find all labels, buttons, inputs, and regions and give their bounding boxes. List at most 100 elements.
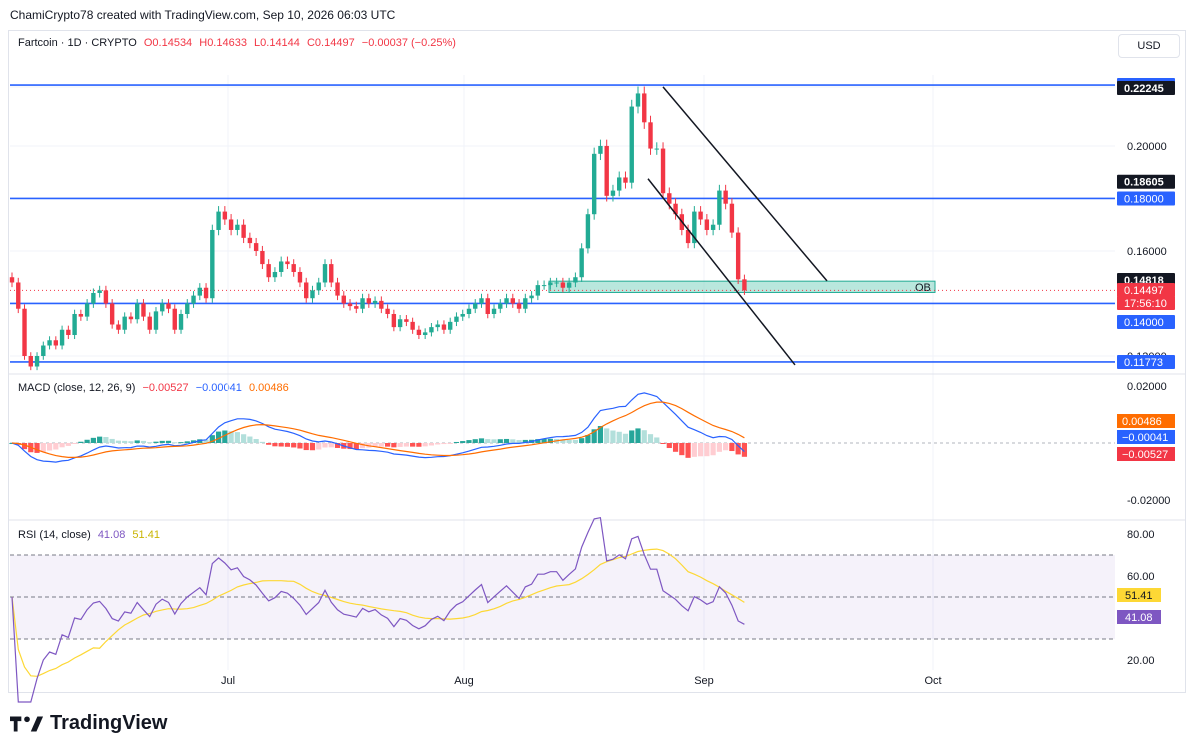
macd-histogram-bar (253, 439, 259, 443)
macd-signal-line (11, 401, 745, 458)
tradingview-brand: TradingView (10, 712, 167, 735)
macd-histogram-bar (59, 443, 65, 448)
candle-body (304, 282, 309, 299)
macd-axis-badge-label: −0.00527 (1122, 449, 1168, 461)
candle-body (22, 308, 27, 356)
macd-histogram-bar (97, 436, 103, 443)
price-axis-badge (1117, 354, 1175, 369)
candle-body (673, 203, 678, 215)
candle-body (648, 122, 653, 149)
macd-histogram-bar (40, 443, 46, 453)
candle-body (9, 277, 15, 283)
macd-histogram-bar (172, 442, 178, 444)
macd-histogram-bar (422, 443, 428, 447)
macd-histogram-bar (497, 439, 503, 443)
time-tick-label: Aug (454, 675, 474, 687)
macd-histogram-bar (109, 438, 115, 443)
ohlc-high: H0.14633 (199, 37, 247, 49)
rsi-tick-label: 60.00 (1127, 571, 1155, 583)
candle-body (228, 219, 234, 230)
macd-histogram-bar (541, 438, 547, 443)
macd-histogram-bar (90, 437, 96, 443)
macd-histogram-bar (103, 437, 109, 443)
ohlc-change: −0.00037 (−0.25%) (361, 37, 456, 49)
candle-body (491, 308, 497, 314)
macd-histogram-bar (478, 438, 485, 443)
candle-body (385, 308, 390, 314)
candle-body (354, 306, 359, 309)
candle-body (260, 250, 265, 265)
macd-histogram-bar (472, 439, 478, 443)
candle-body (16, 282, 21, 309)
macd-histogram-bar (647, 434, 654, 443)
candle-body (410, 321, 415, 330)
macd-line (11, 392, 745, 463)
macd-histogram-bar (391, 443, 397, 448)
macd-histogram-bar (729, 443, 735, 452)
candle-body (485, 298, 490, 314)
candle-body (535, 285, 541, 296)
candle-body (166, 303, 171, 309)
macd-histogram-bar (65, 443, 71, 446)
symbol-name[interactable]: Fartcoin · 1D · CRYPTO (18, 37, 137, 49)
candle-body (554, 282, 559, 284)
candle-body (341, 295, 346, 304)
price-axis-badge (1117, 315, 1175, 329)
macd-histogram-bar (522, 439, 528, 443)
candle-body (66, 329, 71, 335)
candle-body (548, 282, 553, 286)
candle-body (623, 177, 628, 183)
candle-body (529, 295, 534, 299)
candle-body (172, 308, 177, 330)
candle-body (197, 287, 202, 296)
candle-body (735, 232, 741, 280)
macd-histogram-bar (266, 443, 272, 445)
macd-legend-title[interactable]: MACD (close, 12, 26, 9) (18, 382, 136, 394)
macd-legend-hist: −0.00527 (142, 382, 189, 394)
price-axis-badge (1117, 296, 1175, 310)
currency-button[interactable]: USD (1118, 34, 1180, 58)
rsi-line (11, 516, 745, 703)
price-axis-badge-label: 0.14497 (1124, 285, 1164, 297)
rsi-legend-title[interactable]: RSI (14, close) (18, 529, 91, 541)
candle-body (216, 211, 221, 230)
candle-body (28, 356, 33, 367)
macd-histogram-bar (416, 443, 422, 447)
macd-histogram-bar (428, 443, 435, 446)
macd-legend-signal: 0.00486 (248, 382, 289, 394)
macd-histogram-bar (197, 439, 203, 443)
macd-histogram-bar (672, 443, 679, 452)
candle-body (153, 311, 159, 330)
macd-histogram-bar (203, 439, 209, 443)
macd-histogram-bar (228, 431, 234, 443)
candle-body (147, 316, 152, 330)
time-tick-label: Sep (694, 675, 714, 687)
price-axis-badge-label: 0.22245 (1124, 83, 1164, 95)
ob-zone (548, 280, 936, 293)
candle-body (103, 290, 109, 304)
price-tick-label: 0.20000 (1127, 141, 1167, 153)
chart-frame (8, 30, 1186, 693)
macd-histogram-bar (566, 439, 572, 443)
candle-body (47, 340, 52, 346)
candle-body (253, 243, 259, 251)
macd-histogram-bar (735, 443, 741, 455)
candle-body (516, 303, 522, 309)
macd-histogram-bar (635, 428, 641, 443)
macd-histogram-bar (485, 439, 491, 443)
macd-histogram-bar (159, 440, 165, 443)
candle-body (473, 303, 478, 309)
macd-histogram-bar (46, 443, 53, 451)
macd-histogram-bar (616, 431, 622, 443)
candle-body (135, 303, 140, 320)
candle-body (322, 264, 328, 283)
rsi-legend-ma: 51.41 (132, 529, 160, 541)
candle-body (397, 319, 403, 328)
candle-body (122, 316, 127, 330)
macd-histogram-bar (153, 441, 159, 443)
candle-body (685, 229, 691, 244)
macd-histogram-bar (698, 443, 704, 457)
macd-histogram-bar (466, 440, 472, 443)
candle-body (310, 290, 315, 299)
